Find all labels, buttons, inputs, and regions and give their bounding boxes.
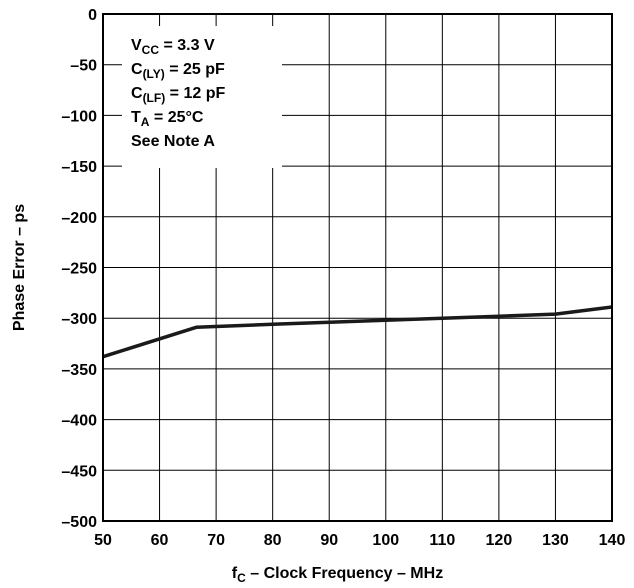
x-axis-label: fC – Clock Frequency – MHz [232,565,443,585]
condition-symbol: C [131,61,143,78]
y-tick-label: –500 [61,514,97,531]
series-line [102,305,613,359]
condition-symbol: C [131,85,143,102]
x-tick-label: 60 [151,532,169,549]
condition-symbol: See Note A [131,133,215,150]
x-tick-label: 100 [372,532,399,549]
y-tick-labels: 0 –50 –100 –150 –200 –250 –300 –350 –400 –450 –500 [61,7,97,531]
condition-subscript: (LY) [143,67,165,81]
x-tick-label: 130 [542,532,569,549]
y-tick-label: –450 [61,463,97,480]
x-tick-label: 80 [264,532,282,549]
condition-value: = 25 pF [165,61,225,78]
condition-line: C(LF) = 12 pF [131,85,225,105]
y-tick-label: –350 [61,362,97,379]
x-axis-label-subscript: C [237,571,246,585]
y-tick-label: –200 [61,210,97,227]
y-tick-label: –400 [61,413,97,430]
x-tick-labels: 50 60 70 80 90 100 110 120 130 140 [94,532,625,549]
x-tick-label: 50 [94,532,112,549]
plot-frame [102,13,613,522]
x-tick-label: 110 [429,532,455,549]
condition-value: = 25°C [149,109,203,126]
condition-symbol: V [131,37,142,54]
y-tick-label: –150 [61,159,97,176]
y-tick-label: –250 [61,261,97,278]
x-axis-label-text: – Clock Frequency – MHz [246,565,443,582]
condition-subscript: A [141,115,150,129]
x-axis-label-symbol: f [232,565,238,582]
test-conditions: VCC = 3.3 VC(LY) = 25 pFC(LF) = 12 pFTA … [131,37,225,150]
x-tick-label: 120 [486,532,513,549]
condition-symbol: T [131,109,141,126]
conditions-box [122,26,282,168]
x-tick-label: 70 [207,532,225,549]
condition-subscript: (LF) [143,91,166,105]
condition-line: VCC = 3.3 V [131,37,215,57]
condition-value: = 3.3 V [159,37,215,54]
y-tick-label: –300 [61,311,97,328]
y-tick-label: –100 [61,108,97,125]
condition-line: C(LY) = 25 pF [131,61,225,81]
y-axis-label: Phase Error – ps [11,204,28,331]
series-group [102,305,613,359]
x-tick-label: 90 [320,532,338,549]
condition-subscript: CC [142,43,160,57]
y-tick-label: –50 [70,58,97,75]
condition-value: = 12 pF [165,85,225,102]
condition-line: See Note A [131,133,215,150]
y-tick-label: 0 [88,7,97,24]
x-tick-label: 140 [599,532,626,549]
condition-line: TA = 25°C [131,109,204,129]
